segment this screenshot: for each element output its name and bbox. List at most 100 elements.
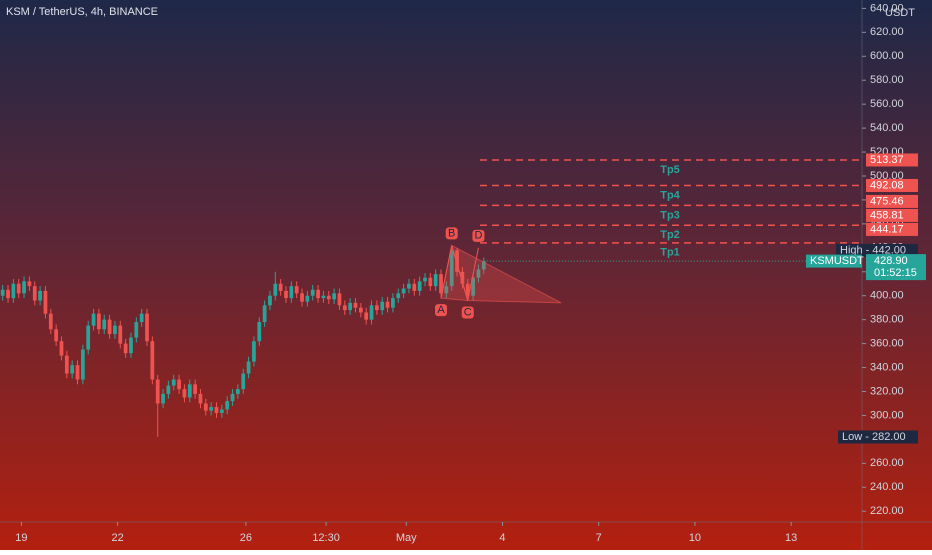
symbol-tag-label: KSMUSDT — [810, 255, 864, 267]
x-tick-label: 10 — [689, 532, 701, 544]
candle-body — [182, 389, 187, 398]
candle-body — [300, 293, 304, 302]
candle-body — [455, 250, 459, 272]
pattern-point-box — [461, 306, 474, 319]
candle-body — [396, 293, 401, 299]
y-tick-label: 360.00 — [870, 338, 904, 350]
price-tag — [866, 254, 926, 281]
candle-body — [305, 295, 310, 302]
candle-body — [214, 407, 219, 414]
candle-body — [102, 319, 107, 330]
candle-body — [54, 329, 59, 342]
y-tick-label: 320.00 — [870, 385, 904, 397]
y-tick-label: 560.00 — [870, 98, 904, 110]
level-tag-label: 444.17 — [870, 223, 904, 235]
candle-body — [198, 393, 203, 404]
candle-body — [129, 337, 133, 354]
candle-body — [423, 277, 427, 282]
candle-body — [203, 403, 208, 411]
candle-body — [321, 295, 326, 299]
candle-body — [6, 289, 10, 299]
candle-body — [257, 322, 262, 342]
candle-body — [193, 384, 197, 394]
candle-body — [348, 302, 353, 311]
candle-body — [64, 355, 69, 374]
candle-body — [353, 302, 358, 308]
candle-body — [118, 325, 123, 344]
candle-body — [246, 361, 251, 374]
pattern-point-label: C — [464, 306, 472, 318]
candle-body — [59, 341, 64, 356]
level-tag — [866, 194, 918, 208]
candle-body — [449, 250, 454, 287]
candle-body — [134, 322, 139, 338]
candle-body — [48, 313, 53, 330]
candle-body — [407, 283, 411, 289]
x-tick-label: 7 — [596, 532, 602, 544]
candle-body — [428, 277, 433, 287]
candle-body — [225, 401, 230, 410]
candle-body — [380, 301, 385, 311]
x-tick-label: May — [396, 532, 417, 544]
y-tick-label: 540.00 — [870, 122, 904, 134]
candle-body — [86, 325, 91, 350]
countdown-label: 01:52:15 — [874, 267, 917, 279]
high-tag — [836, 243, 918, 257]
candle-body — [337, 293, 342, 306]
x-tick-label: 12:30 — [312, 532, 340, 544]
candle-body — [241, 373, 246, 390]
candle-body — [0, 289, 5, 296]
candle-body — [150, 341, 155, 380]
candle-body — [252, 341, 256, 362]
y-tick-label: 640.00 — [870, 2, 904, 14]
candle-body — [187, 384, 192, 398]
candle-body — [369, 305, 374, 320]
pattern-path — [440, 245, 479, 301]
candle-body — [358, 307, 363, 313]
candle-body — [444, 286, 449, 294]
target-label: Tp5 — [660, 164, 680, 176]
y-tick-label: 400.00 — [870, 290, 904, 302]
candle-body — [289, 286, 294, 299]
candle-body — [326, 295, 331, 300]
candle-body — [166, 385, 171, 394]
x-tick-label: 26 — [240, 532, 252, 544]
candle-body — [465, 283, 470, 296]
y-tick-label: 300.00 — [870, 409, 904, 421]
chart-title: KSM / TetherUS, 4h, BINANCE — [6, 6, 158, 18]
candle-body — [316, 289, 320, 299]
candle-body — [38, 290, 42, 301]
candle-body — [209, 407, 214, 411]
y-tick-label: 340.00 — [870, 361, 904, 373]
candle-body — [70, 365, 75, 374]
candle-body — [161, 393, 165, 404]
candle-body — [476, 269, 481, 278]
candle-body — [439, 274, 443, 294]
low-tag-label: Low - 282.00 — [842, 431, 906, 443]
candle-body — [219, 409, 224, 414]
candle-body — [433, 274, 438, 287]
candle-body — [230, 393, 235, 402]
level-tag-label: 513.37 — [870, 154, 904, 166]
candle-body — [22, 281, 26, 294]
candle-body — [113, 325, 117, 335]
level-tag — [866, 178, 918, 192]
x-tick-label: 22 — [111, 532, 123, 544]
candle-body — [412, 283, 417, 291]
y-tick-label: 240.00 — [870, 481, 904, 493]
symbol-tag — [806, 254, 862, 268]
pattern-point-label: A — [437, 304, 445, 316]
candle-body — [75, 365, 80, 380]
candle-body — [16, 283, 21, 294]
level-tag — [866, 153, 918, 167]
candle-body — [268, 295, 272, 306]
candle-body — [80, 349, 85, 380]
candle-body — [460, 271, 465, 284]
candle-body — [155, 379, 160, 404]
low-tag — [838, 430, 918, 444]
currency-label: USDT — [885, 7, 915, 19]
target-label: Tp4 — [660, 189, 680, 201]
x-tick-label: 13 — [785, 532, 797, 544]
candle-body — [91, 313, 96, 326]
